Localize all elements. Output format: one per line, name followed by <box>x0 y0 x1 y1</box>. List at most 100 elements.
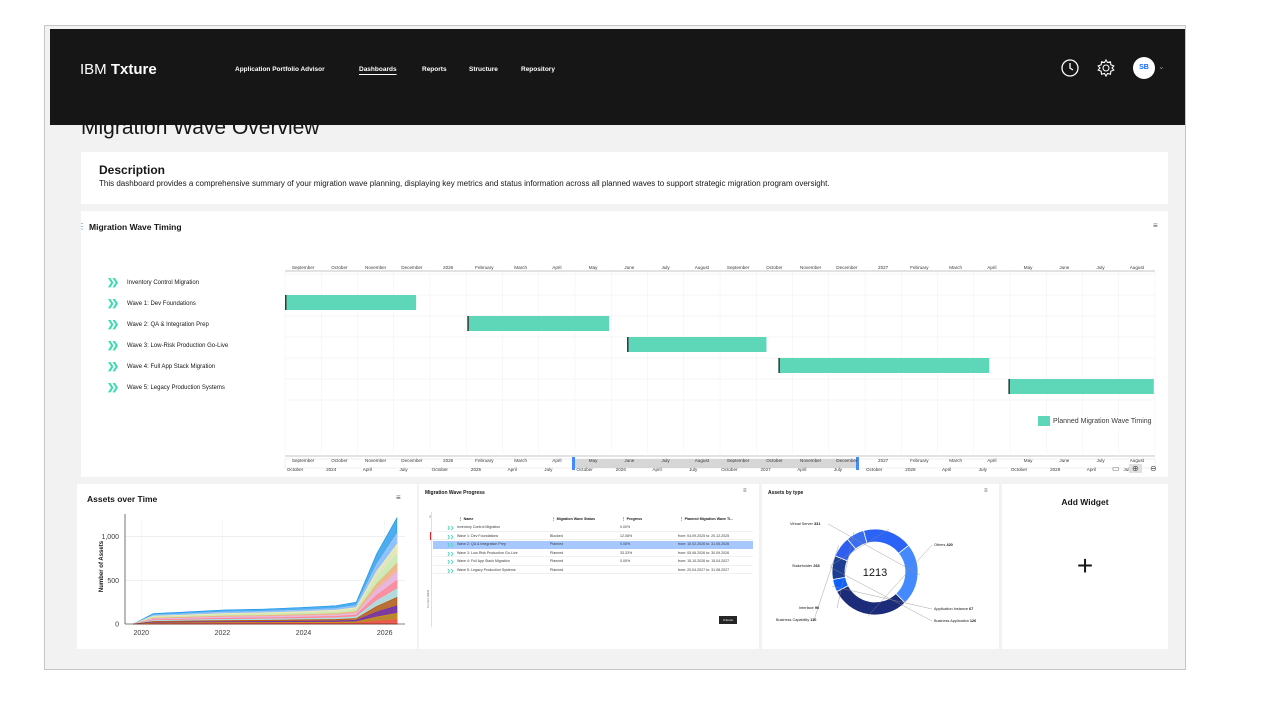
table-row[interactable] <box>433 549 753 557</box>
widget-menu-icon[interactable]: ≡ <box>396 493 401 502</box>
zoom-in-icon[interactable]: ⊕ <box>1129 464 1142 473</box>
gantt-bar-marker <box>627 337 629 352</box>
widget-menu-icon[interactable]: ≡ <box>984 488 988 494</box>
axis-month-label: December <box>401 265 423 270</box>
gantt-bar[interactable] <box>467 316 610 331</box>
gear-icon[interactable] <box>1096 58 1116 78</box>
table-cell: 0.00% <box>620 542 631 546</box>
axis-month-label: May <box>588 265 598 270</box>
axis-month-label: 2026 <box>443 458 454 463</box>
axis-month-label: March <box>514 458 528 463</box>
nav-reports[interactable]: Reports <box>422 66 447 73</box>
navigator-label: October <box>1010 467 1028 472</box>
clock-icon[interactable] <box>1060 58 1080 78</box>
navigator-label: April <box>652 467 662 472</box>
nav-repository[interactable]: Repository <box>521 66 555 73</box>
gantt-bar-marker <box>285 295 287 310</box>
slice-value: 110 <box>810 618 817 622</box>
axis-month-label: July <box>1096 265 1105 270</box>
gantt-row-label[interactable]: ❯❯ Wave 4: Full App Stack Migration <box>107 361 215 372</box>
table-header[interactable]: ⋮ Migration Wave Status <box>552 517 595 521</box>
table-side-panel[interactable]: Current WEM <box>426 512 432 627</box>
gantt-row-label-text: Inventory Control Migration <box>127 279 200 286</box>
collapse-icon[interactable]: ⊖ <box>429 514 433 519</box>
widget-menu-icon[interactable]: ≡ <box>743 488 747 494</box>
comment-icon[interactable]: ▭ <box>1112 464 1120 473</box>
table-header[interactable]: ⋮ Name <box>459 517 474 521</box>
gantt-title: Migration Wave Timing <box>89 222 182 232</box>
widget-menu-icon[interactable]: ≡ <box>1153 221 1158 230</box>
nav-application-portfolio-advisor[interactable]: Application Portfolio Advisor <box>235 66 325 73</box>
donut-leader-line <box>827 523 921 576</box>
axis-month-label: May <box>588 458 598 463</box>
table-cell: from: 10.02.2026 to: 31.05.2026 <box>678 542 730 546</box>
donut-slice-label: Interface 96 <box>799 606 819 610</box>
wave-chevron-icon: ❯❯ <box>107 319 119 329</box>
table-row[interactable] <box>433 532 753 540</box>
gantt-bar[interactable] <box>778 358 990 373</box>
donut-slice-label: Others 420 <box>934 543 953 547</box>
table-cell: 12.08% <box>620 533 633 538</box>
gantt-row-label-text: Wave 5: Legacy Production Systems <box>127 384 225 391</box>
table-cell: Wave 4: Full App Stack Migration <box>457 559 510 563</box>
gantt-row-label[interactable]: ❯❯ Wave 2: QA & Integration Prep <box>107 319 209 330</box>
user-avatar[interactable]: SB <box>1133 57 1155 79</box>
gantt-bar[interactable] <box>285 295 417 310</box>
brand-prefix: IBM <box>80 61 107 78</box>
navigator-label: 2026 <box>615 467 626 472</box>
brand-logo[interactable]: IBM Txture <box>80 61 157 78</box>
add-widget-card[interactable]: Add Widget + <box>1002 484 1168 649</box>
x-tick-label: 2024 <box>296 630 312 637</box>
axis-month-label: April <box>987 458 997 463</box>
gantt-bar[interactable] <box>1008 379 1154 394</box>
table-row[interactable] <box>433 566 753 574</box>
donut-slice[interactable] <box>895 544 919 604</box>
axis-month-label: December <box>836 458 858 463</box>
drag-handle-icon[interactable]: ⋮ <box>78 222 86 231</box>
gantt-row-label-text: Wave 1: Dev Foundations <box>127 300 196 307</box>
axis-month-label: February <box>475 265 494 270</box>
table-row[interactable] <box>433 540 753 549</box>
y-tick-label: 0 <box>115 622 119 629</box>
donut-slice-label: Stakeholder 263 <box>792 564 820 568</box>
table-header[interactable]: ⋮ Progress <box>622 517 643 521</box>
wave-chevron-icon: ❯❯ <box>447 567 454 573</box>
navigator-label: July <box>689 467 698 472</box>
axis-month-label: October <box>331 265 348 270</box>
description-text: This dashboard provides a comprehensive … <box>99 179 830 188</box>
gantt-chart[interactable] <box>81 211 1168 477</box>
navigator-label: 2027 <box>760 467 771 472</box>
donut-center-value: 1213 <box>863 567 887 579</box>
axis-month-label: July <box>661 458 670 463</box>
axis-month-label: March <box>949 458 963 463</box>
donut-slice-label: Business Capability 110 <box>776 618 816 622</box>
items-button[interactable]: 0 Items <box>719 616 737 624</box>
axis-month-label: October <box>331 458 348 463</box>
table-cell: Planned <box>550 559 564 563</box>
add-widget-plus-icon[interactable]: + <box>1076 550 1094 581</box>
page-title: Migration Wave Overview <box>81 116 320 139</box>
zoom-out-icon[interactable]: ⊖ <box>1150 464 1157 473</box>
nav-structure[interactable]: Structure <box>469 66 498 73</box>
assets-area-chart[interactable]: 0 500 1,000 2020 2022 2024 2026 Number of Asset… <box>77 484 417 649</box>
nav-dashboards[interactable]: Dashboards <box>359 66 397 73</box>
table-row[interactable] <box>433 558 753 566</box>
axis-month-label: February <box>910 458 929 463</box>
gantt-row-label[interactable]: ❯❯ Wave 3: Low-Risk Production Go-Live <box>107 340 228 351</box>
navigator-label: October <box>576 467 593 472</box>
table-cell: Wave 1: Dev Foundations <box>457 533 499 538</box>
navigator-label: July <box>833 467 843 472</box>
axis-month-label: June <box>1059 265 1070 270</box>
gantt-row-label[interactable]: ❯❯ Wave 1: Dev Foundations <box>107 298 196 309</box>
navigator-label: July <box>978 467 987 472</box>
gantt-row-label[interactable]: ❯❯ Wave 5: Legacy Production Systems <box>107 382 225 393</box>
gantt-legend[interactable]: Planned Migration Wave Timing <box>1038 416 1152 426</box>
table-header[interactable]: ⋮ Planned Migration Wave Ti... <box>680 517 734 521</box>
assets-donut-chart[interactable]: 1213 <box>762 484 999 649</box>
chevron-down-icon[interactable]: ⌄ <box>1158 62 1165 71</box>
wave-chevron-icon: ❯❯ <box>447 542 454 547</box>
gantt-bar[interactable] <box>627 337 767 352</box>
donut-slice[interactable] <box>863 528 910 554</box>
table-row[interactable] <box>433 524 753 532</box>
gantt-row-label[interactable]: ❯❯ Inventory Control Migration <box>107 277 199 288</box>
